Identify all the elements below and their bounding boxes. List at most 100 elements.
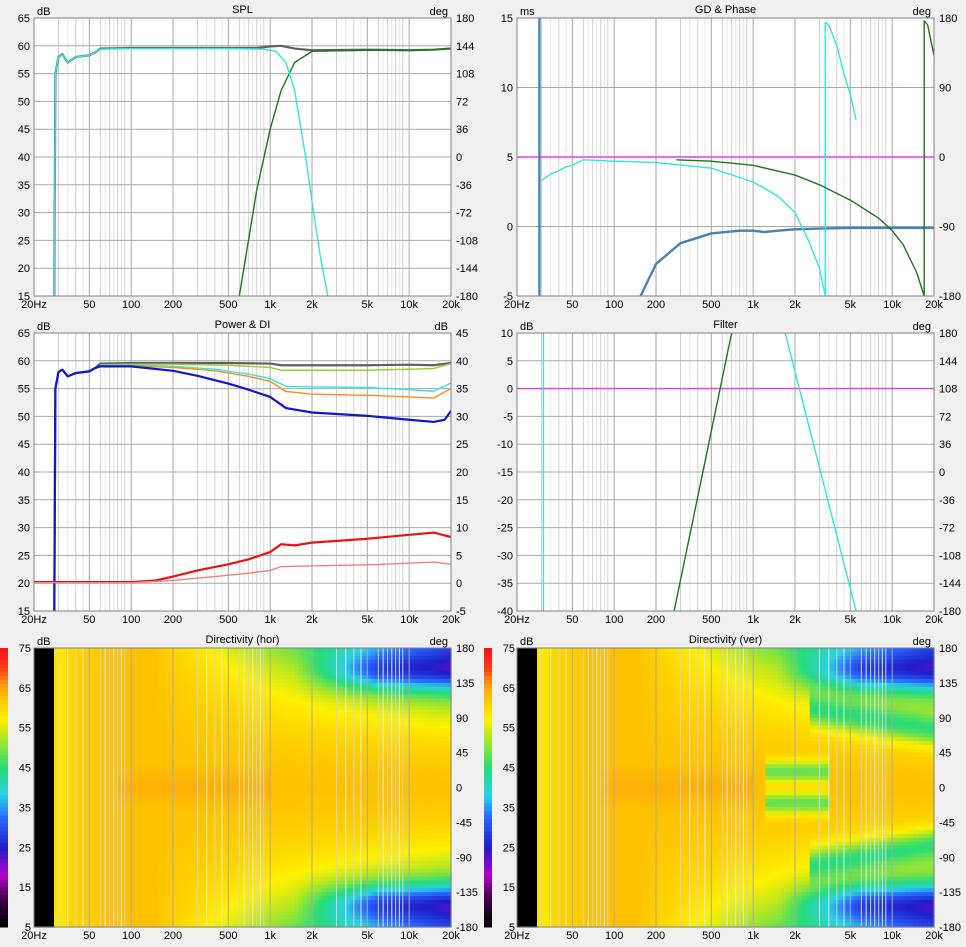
- dirh-cell: [86, 822, 91, 827]
- dirh-cell: [62, 861, 67, 866]
- dirh-cell: [62, 899, 67, 905]
- dirh-cell: [274, 694, 280, 699]
- dirh-cell: [110, 923, 115, 928]
- dirh-cell: [114, 772, 119, 777]
- dirh-cell: [238, 810, 244, 816]
- dirh-cell: [198, 919, 203, 924]
- dirh-cell: [186, 896, 191, 901]
- dirh-cell: [90, 752, 95, 758]
- dirh-cell: [78, 896, 83, 901]
- dirh-colorscale-step: [0, 855, 8, 860]
- dirh-cell: [190, 803, 195, 808]
- dirh-cell: [238, 729, 244, 734]
- dirh-cell: [210, 717, 216, 723]
- dirh-cell: [178, 737, 183, 742]
- dirh-cell: [286, 651, 292, 657]
- dirh-cell: [38, 907, 43, 913]
- dirh-cell: [90, 651, 95, 657]
- dirh-cell: [278, 849, 284, 854]
- dirh-scale-label: 5: [25, 922, 31, 934]
- dirh-cell: [86, 830, 91, 835]
- dirh-cell: [150, 911, 155, 916]
- dirh-cell: [274, 857, 280, 862]
- dirh-cell: [50, 818, 55, 823]
- dirh-cell: [58, 822, 63, 827]
- dirh-cell: [150, 791, 155, 796]
- dirh-cell: [142, 768, 147, 773]
- dirh-cell: [198, 737, 203, 742]
- dirh-cell: [206, 721, 212, 727]
- dirh-cell: [154, 772, 159, 777]
- dirh-cell: [242, 791, 248, 796]
- dirh-cell: [130, 872, 135, 878]
- dirh-cell: [234, 803, 240, 808]
- dirh-cell: [270, 899, 276, 905]
- dirh-cell: [86, 837, 91, 843]
- dirh-cell: [158, 756, 163, 761]
- dirh-cell: [126, 737, 131, 742]
- dirh-cell: [42, 648, 47, 653]
- dirh-cell: [194, 655, 199, 661]
- dirh-cell: [142, 787, 147, 792]
- dirh-cell: [58, 806, 63, 812]
- dirh-cell: [262, 651, 268, 657]
- dirh-cell: [62, 694, 67, 699]
- dirh-cell: [182, 814, 187, 820]
- dirh-cell: [234, 857, 240, 862]
- dirh-cell: [210, 783, 216, 789]
- dirh-cell: [50, 741, 55, 746]
- dirh-cell: [58, 841, 63, 847]
- dirh-cell: [194, 713, 199, 719]
- dirh-cell: [130, 667, 135, 672]
- dirh-cell: [178, 853, 183, 858]
- dirh-cell: [86, 760, 91, 765]
- dirh-cell: [198, 907, 203, 913]
- dirh-cell: [202, 822, 208, 827]
- dirh-cell: [114, 748, 119, 754]
- dirh-cell: [162, 752, 167, 758]
- dirh-cell: [186, 834, 191, 839]
- dirh-cell: [150, 923, 155, 928]
- dirh-cell: [162, 787, 167, 792]
- dirh-cell: [238, 783, 244, 789]
- dirh-cell: [190, 899, 195, 905]
- dirh-cell: [78, 892, 83, 897]
- dirh-cell: [142, 659, 147, 665]
- dirh-cell: [70, 733, 75, 738]
- gd-xtick-label: 100: [605, 299, 623, 311]
- dirh-cell: [242, 857, 248, 862]
- dirh-cell: [274, 849, 280, 854]
- dirh-cell: [46, 721, 51, 727]
- dirh-cell: [206, 690, 212, 696]
- dirh-cell: [230, 865, 236, 870]
- dirh-cell: [34, 857, 39, 862]
- dirh-cell: [90, 675, 95, 680]
- dirh-cell: [186, 648, 191, 653]
- dirh-cell: [94, 911, 99, 916]
- dirh-cell: [34, 845, 39, 851]
- dirh-cell: [270, 772, 276, 777]
- dirh-cell: [210, 849, 216, 854]
- dirh-cell: [266, 837, 272, 843]
- dirh-cell: [78, 845, 83, 851]
- dirh-cell: [66, 706, 71, 711]
- dirh-cell: [238, 702, 244, 707]
- dirh-cell: [114, 760, 119, 765]
- dirh-cell: [74, 865, 79, 870]
- dirh-cell: [78, 648, 83, 653]
- dirh-cell: [234, 764, 240, 769]
- dirh-cell: [146, 651, 151, 657]
- dirh-colorscale-step: [0, 863, 8, 868]
- dirh-cell: [150, 748, 155, 754]
- dirh-cell: [158, 748, 163, 754]
- dirh-cell: [238, 713, 244, 719]
- dirh-cell: [282, 725, 288, 730]
- dirh-cell: [46, 675, 51, 680]
- dirh-cell: [162, 903, 167, 909]
- dirh-cell: [266, 803, 272, 808]
- dirh-cell: [86, 876, 91, 882]
- dirh-cell: [78, 876, 83, 882]
- dirh-cell: [74, 814, 79, 820]
- dirh-cell: [186, 725, 191, 730]
- dirh-cell: [190, 775, 195, 781]
